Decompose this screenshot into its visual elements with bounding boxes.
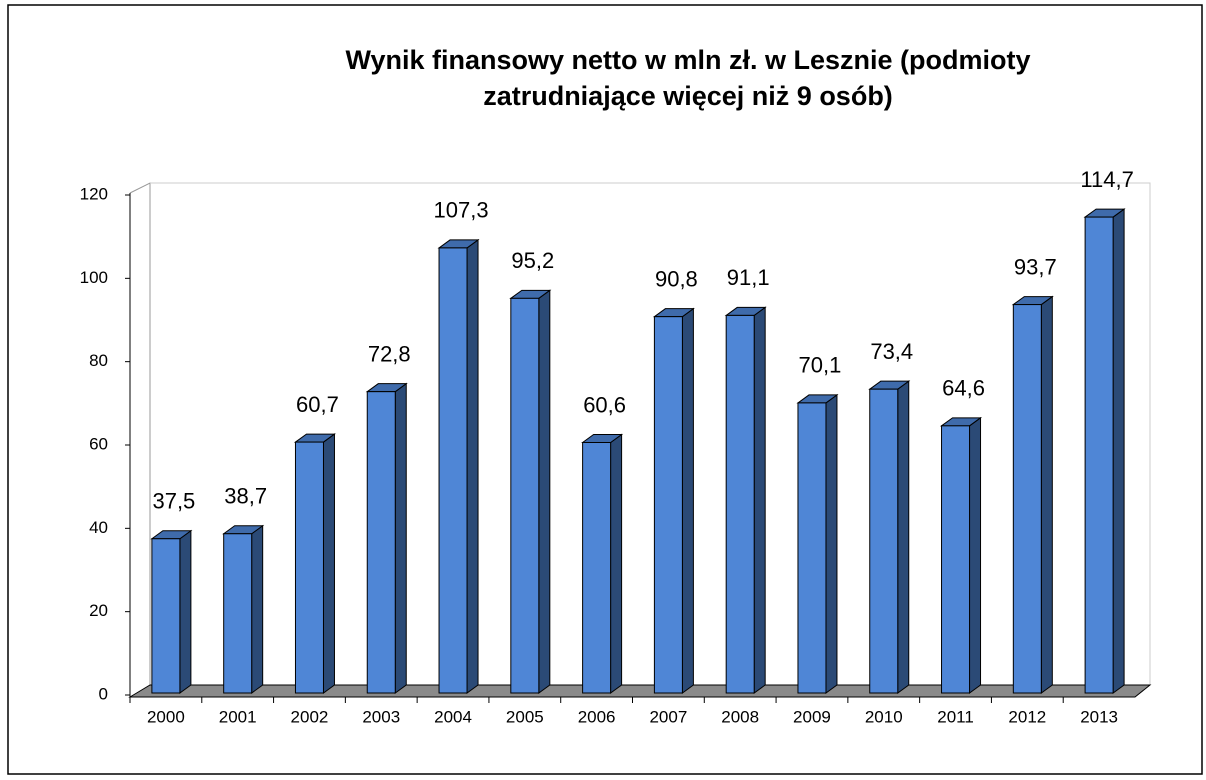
x-tick-label: 2010 [865,707,903,726]
data-label: 72,8 [368,341,411,366]
y-tick-label: 60 [89,434,108,453]
x-tick-label: 2001 [219,707,257,726]
bar [869,388,899,694]
data-label: 60,6 [583,392,626,417]
bar-side [322,433,335,694]
y-tick-label: 0 [99,684,108,703]
floor [128,684,1152,698]
data-label: 114,7 [1080,167,1133,192]
data-label: 95,2 [511,248,554,273]
data-label: 60,7 [296,392,339,417]
bar [151,538,181,694]
data-label: 90,8 [655,266,698,291]
bar [941,425,971,694]
x-tick-label: 2007 [649,707,687,726]
bar [366,391,396,694]
data-label: 38,7 [224,484,267,509]
data-label: 64,6 [942,376,985,401]
bar [1084,216,1114,694]
x-tick-label: 2002 [291,707,329,726]
chart-title: zatrudniające więcej niż 9 osób) [483,81,893,111]
bar-side [538,289,551,694]
x-tick-label: 2000 [147,707,185,726]
bar-side [753,306,766,694]
y-tick-label: 100 [80,268,108,287]
data-label: 73,4 [870,339,913,364]
bar-side [825,393,838,694]
x-tick-label: 2009 [793,707,831,726]
bar-side [1112,208,1125,694]
x-tick-label: 2005 [506,707,544,726]
x-tick-label: 2013 [1080,707,1118,726]
x-tick-label: 2012 [1008,707,1046,726]
y-tick-label: 40 [89,518,108,537]
bar [294,441,324,694]
x-tick-label: 2011 [937,707,974,726]
bar [725,314,755,694]
x-tick-label: 2003 [362,707,400,726]
y-tick-label: 120 [80,184,108,203]
y-tick-label: 80 [89,351,108,370]
bar [438,247,468,694]
bar-side [394,382,407,694]
bar [510,297,540,694]
data-label: 91,1 [727,265,770,290]
bar [1012,304,1042,694]
data-label: 93,7 [1014,254,1057,279]
chart-title: Wynik finansowy netto w mln zł. w Leszni… [345,45,1030,75]
x-tick-label: 2004 [434,707,472,726]
bar-side [179,529,192,694]
data-label: 70,1 [799,353,842,378]
back-wall [150,182,1151,685]
x-tick-label: 2006 [578,707,616,726]
bar-side [251,524,264,694]
bar-side [466,238,479,694]
y-tick-label: 20 [89,601,108,620]
bar-side [1040,295,1053,694]
data-label: 107,3 [434,198,489,223]
bar-side [610,433,623,694]
bar [582,442,612,694]
data-label: 37,5 [152,489,195,514]
bar [797,402,827,694]
x-tick-label: 2008 [721,707,759,726]
bar-side [897,380,910,694]
bar-side [681,307,694,694]
bar-side [969,416,982,694]
bar [653,316,683,694]
bar [223,533,253,694]
